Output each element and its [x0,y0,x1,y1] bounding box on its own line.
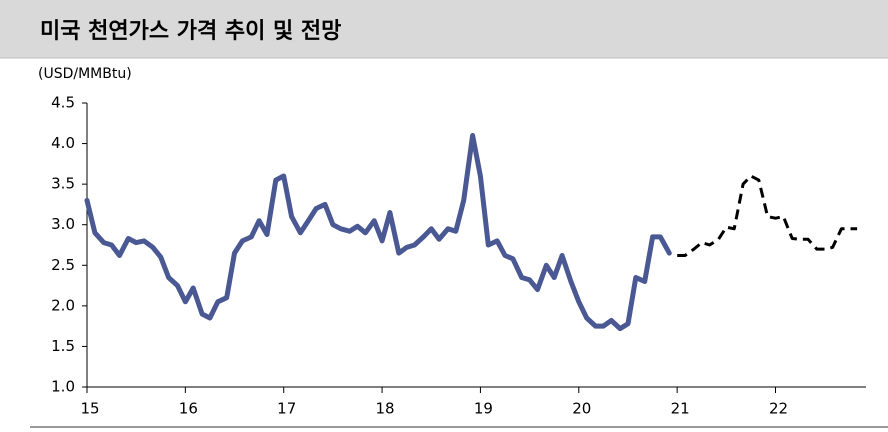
y-tick-label: 1.0 [51,378,75,396]
y-tick-label: 2.5 [51,256,75,274]
x-tick-label: 19 [474,400,493,418]
x-tick-label: 15 [80,400,99,418]
y-tick-label: 3.5 [51,175,75,193]
y-tick-label: 4.5 [51,94,75,112]
y-axis-label: (USD/MMBtu) [38,66,132,82]
y-tick-label: 1.5 [51,337,75,355]
x-tick-label: 20 [572,400,591,418]
x-tick-label: 17 [277,400,296,418]
series-line [677,174,858,257]
x-tick-label: 16 [179,400,198,418]
x-tick-label: 22 [769,400,788,418]
y-tick-label: 4.0 [51,134,75,152]
chart-title: 미국 천연가스 가격 추이 및 전망 [40,19,341,44]
series-line [84,133,672,332]
x-tick-label: 21 [671,400,690,418]
x-tick-label: 18 [376,400,395,418]
title-band [0,0,888,58]
y-tick-label: 2.0 [51,296,75,314]
y-tick-label: 3.0 [51,215,75,233]
